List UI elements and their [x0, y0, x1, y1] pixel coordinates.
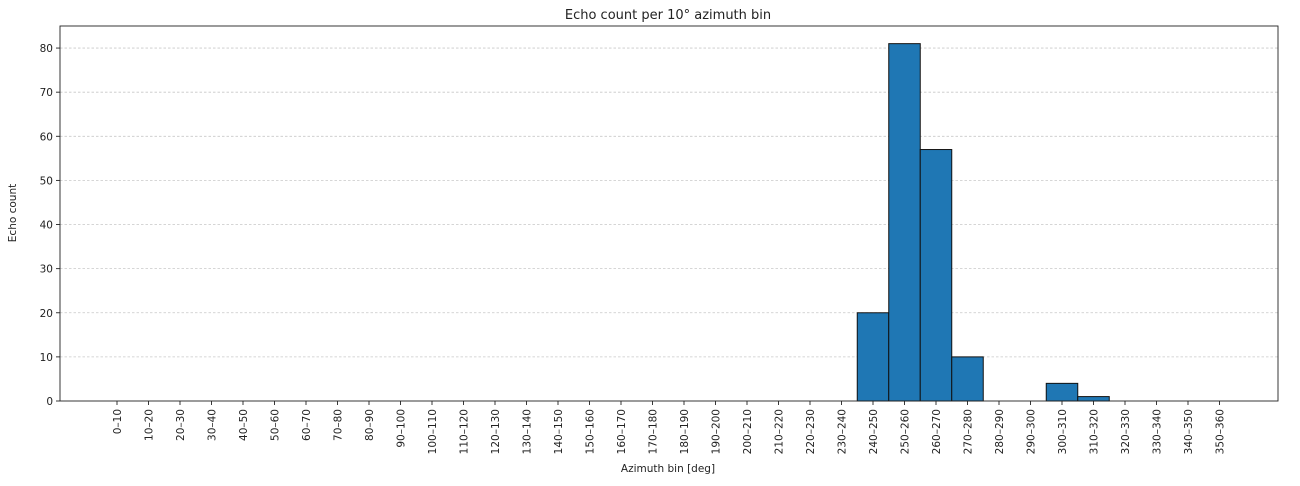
x-tick-label: 150–160: [585, 409, 597, 454]
bar-270-280: [951, 356, 984, 402]
x-tick-label: 290–300: [1026, 409, 1038, 454]
x-tick-label: 340–350: [1183, 409, 1195, 454]
x-tick-label: 40–50: [238, 409, 250, 441]
bar-240-250: [856, 312, 890, 402]
y-axis-label: Echo count: [7, 184, 19, 242]
y-tick-label: 30: [40, 264, 53, 276]
x-tick-label: 230–240: [837, 409, 849, 454]
x-tick-label: 90–100: [396, 409, 408, 448]
x-tick-label: 30–40: [207, 409, 219, 441]
x-tick-label: 280–290: [994, 409, 1006, 454]
x-tick-label: 60–70: [301, 409, 313, 441]
x-tick-label: 250–260: [900, 409, 912, 454]
y-tick-label: 50: [40, 175, 53, 187]
bar-300-310: [1045, 382, 1079, 402]
y-tick-label: 40: [40, 220, 53, 232]
bar-260-270: [919, 149, 953, 402]
x-tick-label: 350–360: [1215, 409, 1227, 454]
x-tick-label: 210–220: [774, 409, 786, 454]
y-tick-label: 70: [40, 87, 53, 99]
x-axis: 0–10 10–20 20–30 30–40 40–50 50–60 60–70 70–80 8…: [112, 401, 1227, 454]
y-tick-label: 20: [40, 308, 53, 320]
x-tick-label: 120–130: [490, 409, 502, 454]
x-tick-label: 180–190: [679, 409, 691, 454]
x-tick-label: 240–250: [868, 409, 880, 454]
x-tick-label: 80–90: [364, 409, 376, 441]
x-tick-label: 110–120: [459, 409, 471, 454]
y-tick-label: 80: [40, 43, 53, 55]
x-tick-label: 100–110: [427, 409, 439, 454]
x-tick-label: 220–230: [805, 409, 817, 454]
x-tick-label: 140–150: [553, 409, 565, 454]
x-tick-label: 70–80: [333, 409, 345, 441]
x-tick-label: 20–30: [175, 409, 187, 441]
x-tick-label: 270–280: [963, 409, 975, 454]
x-tick-label: 50–60: [270, 409, 282, 441]
chart-title: Echo count per 10° azimuth bin: [565, 8, 771, 23]
bar-250-260: [888, 43, 921, 402]
x-axis-label: Azimuth bin [deg]: [621, 463, 715, 475]
plot-frame: [59, 25, 1279, 402]
y-axis: 0 10 20 30 40 50 60 70 80: [40, 43, 60, 408]
y-tick-label: 60: [40, 131, 53, 143]
bar-310-320: [1077, 396, 1110, 402]
x-tick-label: 190–200: [711, 409, 723, 454]
x-tick-label: 170–180: [648, 409, 660, 454]
x-tick-label: 200–210: [742, 409, 754, 454]
bar-layer: [856, 43, 1110, 402]
x-tick-label: 160–170: [616, 409, 628, 454]
y-tick-label: 0: [46, 396, 53, 408]
x-tick-label: 130–140: [522, 409, 534, 454]
x-tick-label: 10–20: [144, 409, 156, 441]
x-tick-label: 260–270: [931, 409, 943, 454]
x-tick-label: 330–340: [1152, 409, 1164, 454]
x-tick-label: 310–320: [1089, 409, 1101, 454]
x-tick-label: 300–310: [1057, 409, 1069, 454]
x-tick-label: 0–10: [112, 409, 124, 434]
grid-layer: [60, 47, 1278, 358]
x-tick-label: 320–330: [1120, 409, 1132, 454]
y-tick-label: 10: [40, 352, 53, 364]
